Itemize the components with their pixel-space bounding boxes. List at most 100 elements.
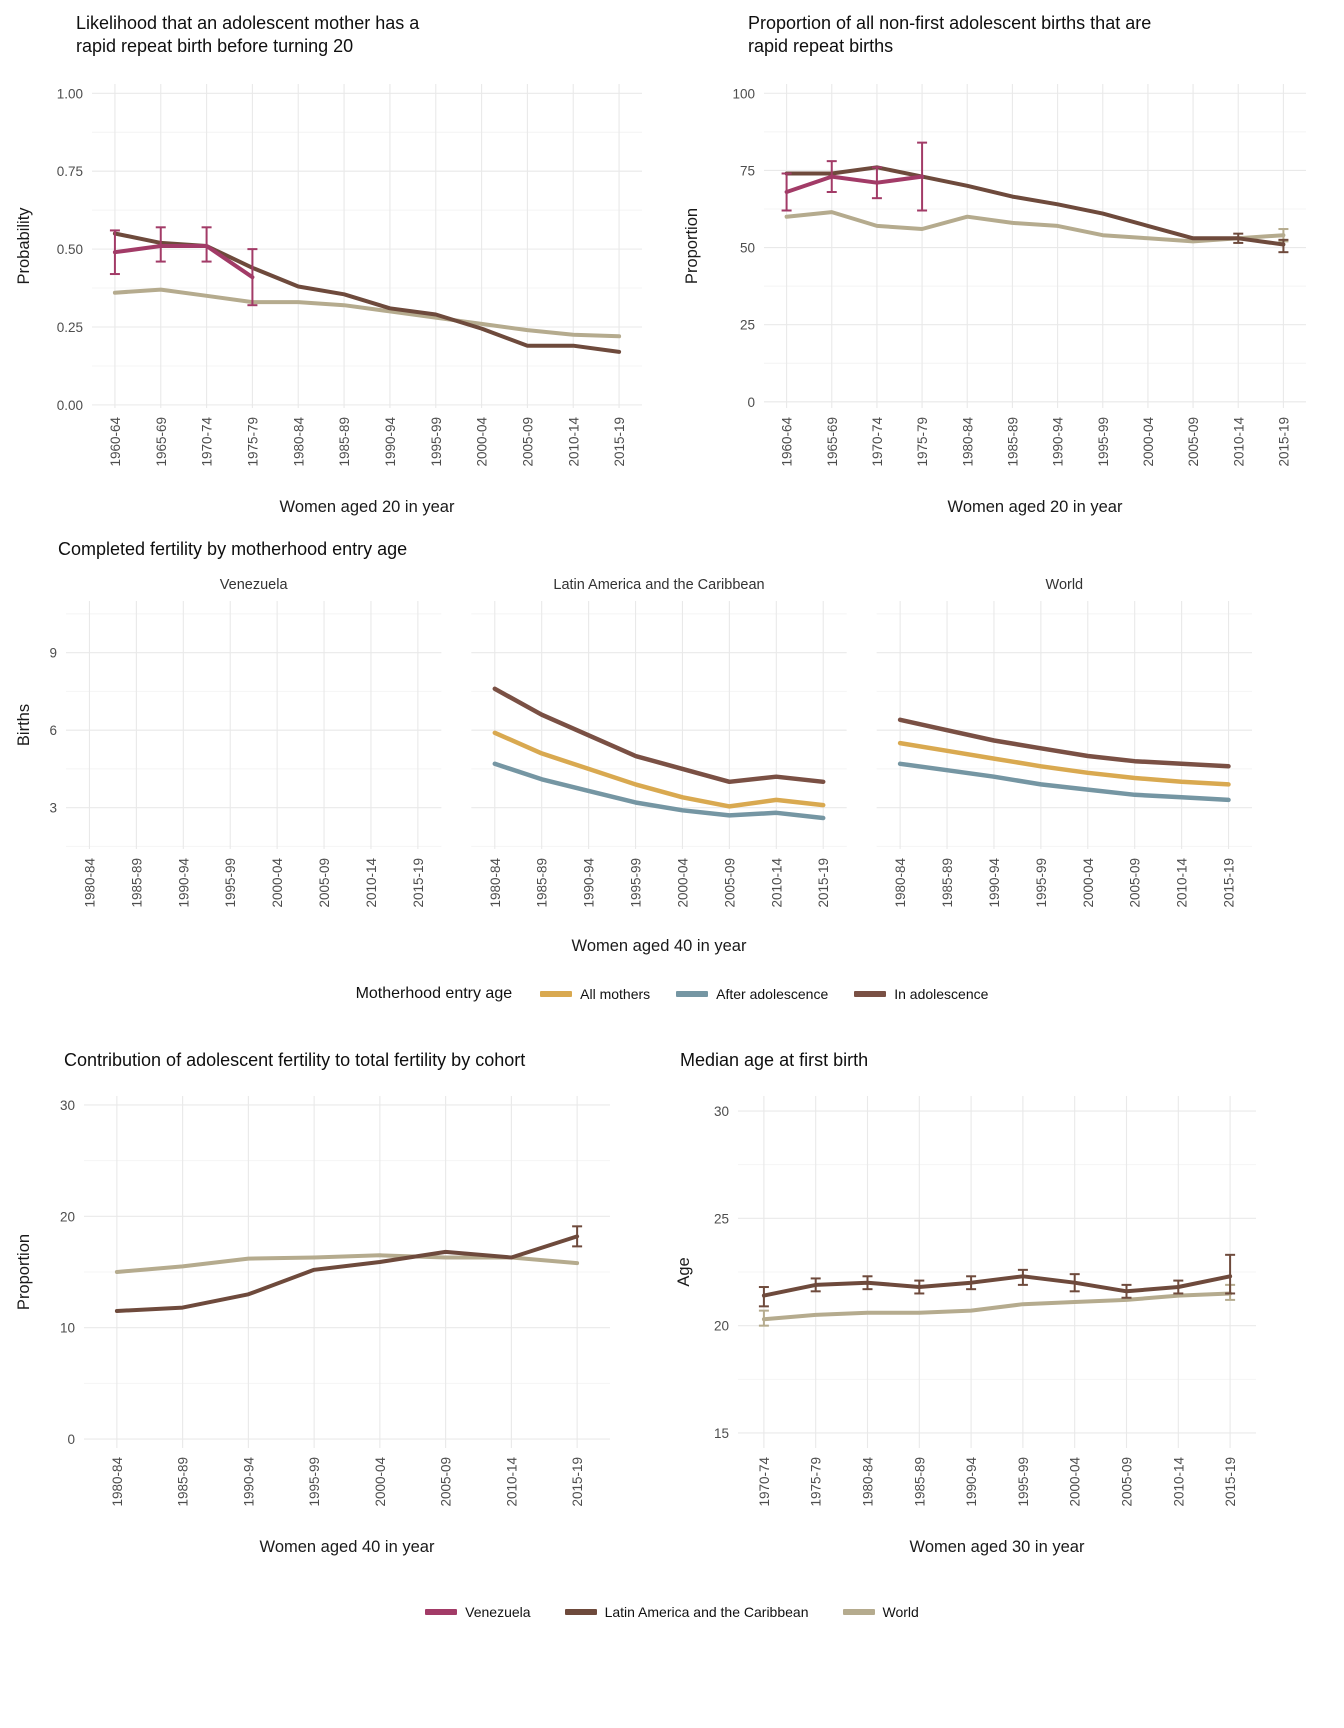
svg-text:1975-79: 1975-79 xyxy=(245,417,260,467)
svg-text:Births: Births xyxy=(15,704,33,746)
svg-text:0: 0 xyxy=(747,395,755,410)
svg-text:30: 30 xyxy=(714,1104,729,1119)
world-swatch xyxy=(842,1609,875,1616)
chart-title-contribution: Contribution of adolescent fertility to … xyxy=(64,1050,526,1071)
contribution-plot: 1980-84 1985-89 1990-94 1995-99 2000-04 2005-… xyxy=(15,1096,610,1556)
legend-item-lac: Latin America and the Caribbean xyxy=(564,1604,809,1621)
svg-text:Proportion: Proportion xyxy=(683,208,701,284)
svg-text:1990-94: 1990-94 xyxy=(987,858,1002,908)
svg-text:1980-84: 1980-84 xyxy=(960,417,975,467)
svg-text:2010-14: 2010-14 xyxy=(1171,1457,1186,1507)
svg-text:1970-74: 1970-74 xyxy=(200,417,215,467)
svg-text:2010-14: 2010-14 xyxy=(1231,417,1246,467)
svg-text:1990-94: 1990-94 xyxy=(582,858,597,908)
svg-text:1990-94: 1990-94 xyxy=(176,858,191,908)
svg-text:1965-69: 1965-69 xyxy=(825,417,840,467)
svg-text:3: 3 xyxy=(49,801,57,816)
svg-text:World: World xyxy=(1046,577,1084,593)
svg-text:25: 25 xyxy=(714,1211,729,1226)
svg-text:30: 30 xyxy=(60,1098,75,1113)
likelihood-plot: 1960-64 1965-69 1970-74 1975-79 1980-84 1985-… xyxy=(15,84,642,516)
chart-adolescent-contribution: Contribution of adolescent fertility to … xyxy=(14,1049,674,1560)
lac-swatch xyxy=(564,1609,597,1616)
svg-text:1995-99: 1995-99 xyxy=(1016,1457,1031,1507)
svg-text:2015-19: 2015-19 xyxy=(411,858,426,908)
legend-label-world: World xyxy=(882,1604,919,1621)
svg-text:1995-99: 1995-99 xyxy=(1096,417,1111,467)
svg-text:2010-14: 2010-14 xyxy=(566,417,581,467)
legend-label-after-adolescence: After adolescence xyxy=(716,986,829,1003)
legend-item-venezuela: Venezuela xyxy=(425,1604,531,1620)
svg-text:Women aged 20 in year: Women aged 20 in year xyxy=(948,498,1123,516)
row-contribution-median-age: Contribution of adolescent fertility to … xyxy=(14,1049,1330,1560)
svg-text:1980-84: 1980-84 xyxy=(110,1457,125,1507)
svg-text:Latin America and the Caribbea: Latin America and the Caribbean xyxy=(553,577,764,593)
svg-text:2000-04: 2000-04 xyxy=(675,858,690,908)
svg-text:2005-09: 2005-09 xyxy=(1120,1457,1135,1507)
svg-text:6: 6 xyxy=(49,723,57,738)
svg-text:1985-89: 1985-89 xyxy=(940,858,955,908)
svg-text:10: 10 xyxy=(60,1321,75,1336)
svg-text:1985-89: 1985-89 xyxy=(1005,417,1020,467)
svg-text:Women aged 20 in year: Women aged 20 in year xyxy=(280,498,455,516)
all-mothers-swatch xyxy=(540,991,573,998)
legend-label-all-mothers: All mothers xyxy=(580,986,651,1003)
svg-text:50: 50 xyxy=(740,241,755,256)
svg-text:2000-04: 2000-04 xyxy=(1141,417,1156,467)
svg-text:2010-14: 2010-14 xyxy=(364,858,379,908)
svg-text:Age: Age xyxy=(675,1257,693,1286)
svg-text:2005-09: 2005-09 xyxy=(439,1457,454,1507)
svg-text:Probability: Probability xyxy=(15,207,33,285)
svg-text:1975-79: 1975-79 xyxy=(809,1457,824,1507)
legend-label-lac: Latin America and the Caribbean xyxy=(604,1604,809,1621)
svg-text:1995-99: 1995-99 xyxy=(629,858,644,908)
chart-median-age-first-birth: Median age at first birth 1970-74 1975-79… xyxy=(674,1049,1330,1560)
svg-text:1990-94: 1990-94 xyxy=(1051,417,1066,467)
svg-text:2000-04: 2000-04 xyxy=(1081,858,1096,908)
svg-text:2005-09: 2005-09 xyxy=(520,417,535,467)
legend-item-after-adolescence: After adolescence xyxy=(676,986,828,1002)
chart-title-median-age: Median age at first birth xyxy=(680,1050,869,1071)
chart-rapid-repeat-likelihood: Likelihood that an adolescent mother has… xyxy=(14,12,662,520)
svg-text:2015-19: 2015-19 xyxy=(612,417,627,467)
completed-fertility-plot: Venezuela 1980-84 1985-89 1990-94 1995-99 200… xyxy=(15,577,1252,955)
svg-text:1985-89: 1985-89 xyxy=(129,858,144,908)
svg-text:Venezuela: Venezuela xyxy=(220,577,289,593)
svg-text:2005-09: 2005-09 xyxy=(317,858,332,908)
svg-text:25: 25 xyxy=(740,318,755,333)
chart-title-proportion: Proportion of all non-first adolescent b… xyxy=(748,13,1152,57)
svg-text:0.25: 0.25 xyxy=(57,320,83,335)
region-legend: Venezuela Latin America and the Caribbea… xyxy=(14,1604,1330,1620)
svg-text:1995-99: 1995-99 xyxy=(223,858,238,908)
svg-text:1980-84: 1980-84 xyxy=(861,1457,876,1507)
svg-text:0.50: 0.50 xyxy=(57,242,83,257)
svg-text:1985-89: 1985-89 xyxy=(535,858,550,908)
legend-item-world: World xyxy=(842,1604,919,1621)
svg-text:1990-94: 1990-94 xyxy=(241,1457,256,1507)
svg-text:2000-04: 2000-04 xyxy=(1068,1457,1083,1507)
svg-text:2015-19: 2015-19 xyxy=(816,858,831,908)
row-rapid-repeat: Likelihood that an adolescent mother has… xyxy=(14,12,1330,520)
svg-text:1980-84: 1980-84 xyxy=(893,858,908,908)
svg-text:Women aged 40 in year: Women aged 40 in year xyxy=(572,937,747,955)
after-adolescence-swatch xyxy=(676,991,709,998)
venezuela-swatch xyxy=(425,1609,458,1616)
svg-text:Proportion: Proportion xyxy=(15,1234,33,1310)
chart-title-completed-fertility: Completed fertility by motherhood entry … xyxy=(58,539,408,560)
median-age-plot: 1970-74 1975-79 1980-84 1985-89 1990-94 1995-… xyxy=(675,1096,1256,1556)
svg-text:2000-04: 2000-04 xyxy=(373,1457,388,1507)
motherhood-entry-legend: Motherhood entry age All mothers After a… xyxy=(14,985,1330,1003)
svg-text:2015-19: 2015-19 xyxy=(570,1457,585,1507)
svg-text:1960-64: 1960-64 xyxy=(780,417,795,467)
svg-text:1980-84: 1980-84 xyxy=(488,858,503,908)
svg-text:1985-89: 1985-89 xyxy=(912,1457,927,1507)
svg-text:1975-79: 1975-79 xyxy=(915,417,930,467)
chart-completed-fertility: Completed fertility by motherhood entry … xyxy=(14,538,1330,959)
svg-text:2010-14: 2010-14 xyxy=(769,858,784,908)
svg-text:1960-64: 1960-64 xyxy=(108,417,123,467)
svg-text:9: 9 xyxy=(49,646,57,661)
svg-text:1985-89: 1985-89 xyxy=(176,1457,191,1507)
svg-text:2010-14: 2010-14 xyxy=(504,1457,519,1507)
svg-text:2015-19: 2015-19 xyxy=(1222,858,1237,908)
